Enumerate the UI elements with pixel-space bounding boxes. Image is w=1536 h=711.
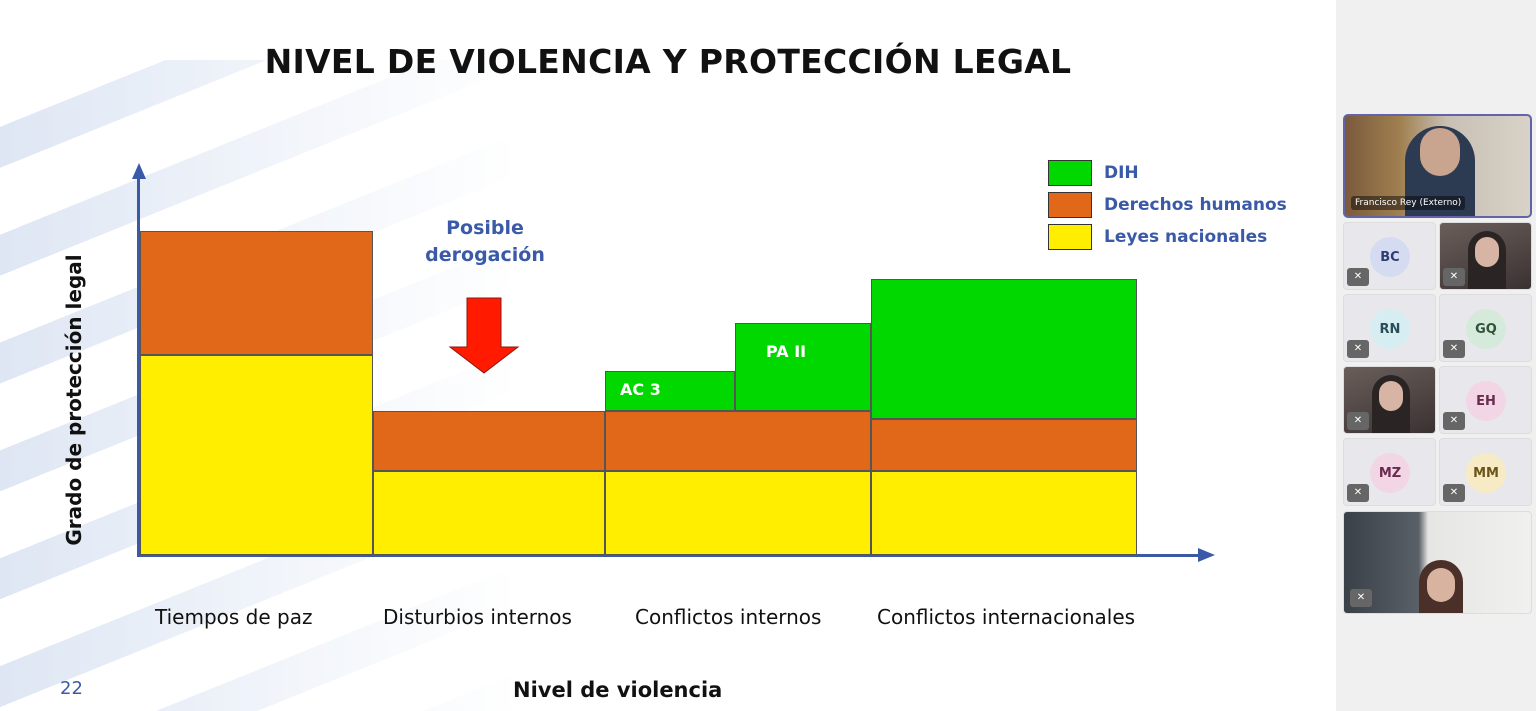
- down-arrow-icon: [448, 297, 520, 374]
- bar-segment-derechos-humanos: [373, 411, 605, 471]
- participant-avatar: MZ: [1370, 453, 1410, 493]
- participant-tile[interactable]: RN ✕: [1343, 294, 1436, 362]
- bar-segment-leyes-nacionales: [140, 355, 373, 555]
- bar-segment-leyes-nacionales: [605, 471, 871, 555]
- annotation-text: Posible derogación: [425, 217, 545, 266]
- legend-item: Leyes nacionales: [1048, 224, 1267, 250]
- participant-avatar: GQ: [1466, 309, 1506, 349]
- bar-segment-dih: [871, 279, 1137, 419]
- category-label: Conflictos internacionales: [877, 605, 1136, 629]
- x-axis: [137, 554, 1202, 557]
- participant-tile-featured[interactable]: Francisco Rey (Externo): [1343, 114, 1532, 218]
- participant-tile[interactable]: ✕: [1439, 222, 1532, 290]
- participant-tile[interactable]: BC ✕: [1343, 222, 1436, 290]
- participant-tile-video[interactable]: ✕: [1343, 511, 1532, 614]
- y-axis: [137, 175, 140, 557]
- bar-segment-derechos-humanos: [871, 419, 1137, 471]
- muted-mic-icon: ✕: [1443, 412, 1465, 430]
- step-label-ac3: AC 3: [620, 380, 661, 399]
- legend-item: Derechos humanos: [1048, 192, 1287, 218]
- bar-segment-dih: [605, 371, 735, 411]
- participant-tile[interactable]: GQ ✕: [1439, 294, 1532, 362]
- muted-mic-icon: ✕: [1443, 340, 1465, 358]
- x-axis-label: Nivel de violencia: [513, 678, 723, 702]
- y-axis-label: Grado de protección legal: [62, 254, 86, 546]
- participant-tile[interactable]: EH ✕: [1439, 366, 1532, 434]
- bar-segment-dih: [735, 323, 871, 411]
- y-axis-arrow: [132, 163, 146, 179]
- participant-tile[interactable]: ✕: [1343, 366, 1436, 434]
- muted-mic-icon: ✕: [1347, 412, 1369, 430]
- participant-face: [1420, 128, 1460, 176]
- participant-tile[interactable]: MZ ✕: [1343, 438, 1436, 506]
- category-label: Disturbios internos: [383, 605, 572, 629]
- x-axis-arrow: [1198, 548, 1215, 562]
- participant-avatar: EH: [1466, 381, 1506, 421]
- muted-mic-icon: ✕: [1443, 268, 1465, 286]
- bar-segment-leyes-nacionales: [373, 471, 605, 555]
- muted-mic-icon: ✕: [1443, 484, 1465, 502]
- participant-name: Francisco Rey (Externo): [1351, 196, 1466, 210]
- shared-slide: NIVEL DE VIOLENCIA Y PROTECCIÓN LEGAL Gr…: [0, 0, 1336, 711]
- muted-mic-icon: ✕: [1350, 589, 1372, 607]
- slide-title: NIVEL DE VIOLENCIA Y PROTECCIÓN LEGAL: [264, 42, 1072, 81]
- muted-mic-icon: ✕: [1347, 484, 1369, 502]
- participant-tile[interactable]: MM ✕: [1439, 438, 1532, 506]
- legend-item: DIH: [1048, 160, 1139, 186]
- bar-segment-derechos-humanos: [605, 411, 871, 471]
- bar-segment-derechos-humanos: [140, 231, 373, 355]
- page-number: 22: [60, 678, 83, 699]
- participant-avatar: RN: [1370, 309, 1410, 349]
- category-label: Tiempos de paz: [155, 605, 313, 629]
- muted-mic-icon: ✕: [1347, 268, 1369, 286]
- category-label: Conflictos internos: [635, 605, 822, 629]
- muted-mic-icon: ✕: [1347, 340, 1369, 358]
- step-label-pa2: PA II: [766, 342, 807, 361]
- participant-avatar: MM: [1466, 453, 1506, 493]
- participant-avatar: BC: [1370, 237, 1410, 277]
- bar-segment-leyes-nacionales: [871, 471, 1137, 555]
